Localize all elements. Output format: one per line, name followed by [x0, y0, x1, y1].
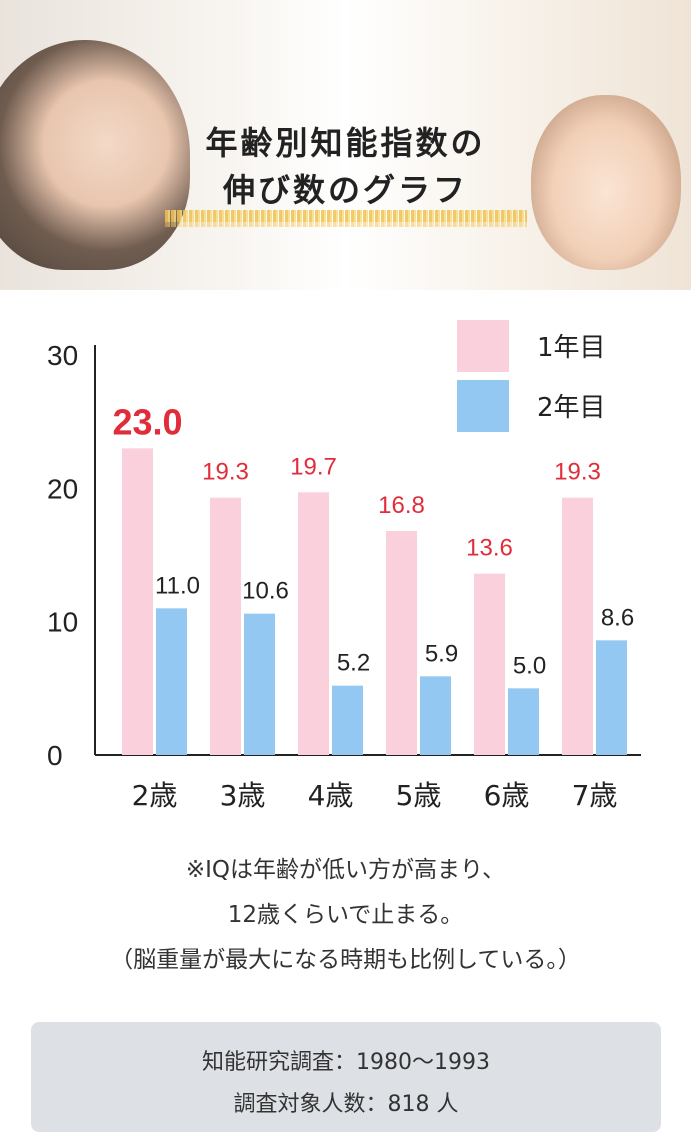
data-label-series2: 5.0: [513, 652, 546, 679]
title-underline-secondary: [165, 222, 527, 227]
bar-series2: [244, 613, 275, 755]
x-category-label: 3歳: [220, 779, 266, 812]
x-category-label: 2歳: [132, 779, 178, 812]
data-label-series2: 5.9: [425, 640, 458, 667]
data-label-series2: 5.2: [337, 650, 370, 677]
bar-series1: [474, 573, 505, 755]
bar-series1: [210, 497, 241, 755]
y-tick-label: 10: [47, 607, 78, 638]
child-photo-left: [0, 40, 190, 270]
bar-series1: [562, 497, 593, 755]
bar-series1: [298, 492, 329, 755]
note-line1: ※IQは年齢が低い方が高まり、: [185, 857, 506, 883]
survey-period: 知能研究調査：1980〜1993: [202, 1050, 490, 1075]
survey-info-box: 知能研究調査：1980〜1993 調査対象人数：818 人: [31, 1022, 661, 1132]
data-label-series1: 19.3: [554, 459, 601, 486]
y-tick-label: 20: [47, 473, 78, 504]
bar-series1: [386, 531, 417, 755]
data-label-series1: 13.6: [466, 535, 513, 562]
bar-series2: [156, 608, 187, 755]
x-category-label: 5歳: [396, 779, 442, 812]
x-category-label: 7歳: [572, 779, 618, 812]
data-label-series2: 8.6: [601, 604, 634, 631]
data-label-series1: 19.7: [290, 453, 337, 480]
page-title-line2: 伸び数のグラフ: [222, 171, 468, 209]
baby-photo-right: [531, 95, 681, 270]
title-underline: [165, 210, 527, 222]
bar-series1: [122, 448, 153, 755]
legend-swatch-series2: [457, 380, 509, 432]
legend-label-series2: 2年目: [537, 393, 606, 423]
bar-series2: [596, 640, 627, 755]
y-tick-label: 0: [47, 740, 63, 771]
survey-sample-size: 調査対象人数：818 人: [233, 1092, 459, 1117]
legend-swatch-series1: [457, 320, 509, 372]
bar-chart: 0 10 20 30 23.0 11.0 2歳 19.3 10.6 3歳 19.7 5.2 4歳 16.8…: [47, 320, 641, 812]
note-line2: 12歳くらいで止まる。: [227, 902, 464, 928]
data-label-series2: 11.0: [155, 572, 200, 599]
data-label-series2: 10.6: [242, 578, 289, 605]
data-label-series1: 23.0: [112, 401, 182, 442]
x-category-label: 6歳: [484, 779, 530, 812]
note-line3: （脳重量が最大になる時期も比例している。）: [110, 947, 581, 973]
bar-series2: [420, 676, 451, 755]
page-title-line1: 年齢別知能指数の: [205, 124, 486, 162]
data-label-series1: 16.8: [378, 492, 425, 519]
legend-label-series1: 1年目: [537, 333, 606, 363]
bar-series2: [508, 688, 539, 755]
header-banner: 年齢別知能指数の 伸び数のグラフ: [0, 0, 691, 290]
y-tick-label: 30: [47, 340, 78, 371]
data-label-series1: 19.3: [202, 459, 249, 486]
x-category-label: 4歳: [308, 779, 354, 812]
bar-series2: [332, 685, 363, 755]
